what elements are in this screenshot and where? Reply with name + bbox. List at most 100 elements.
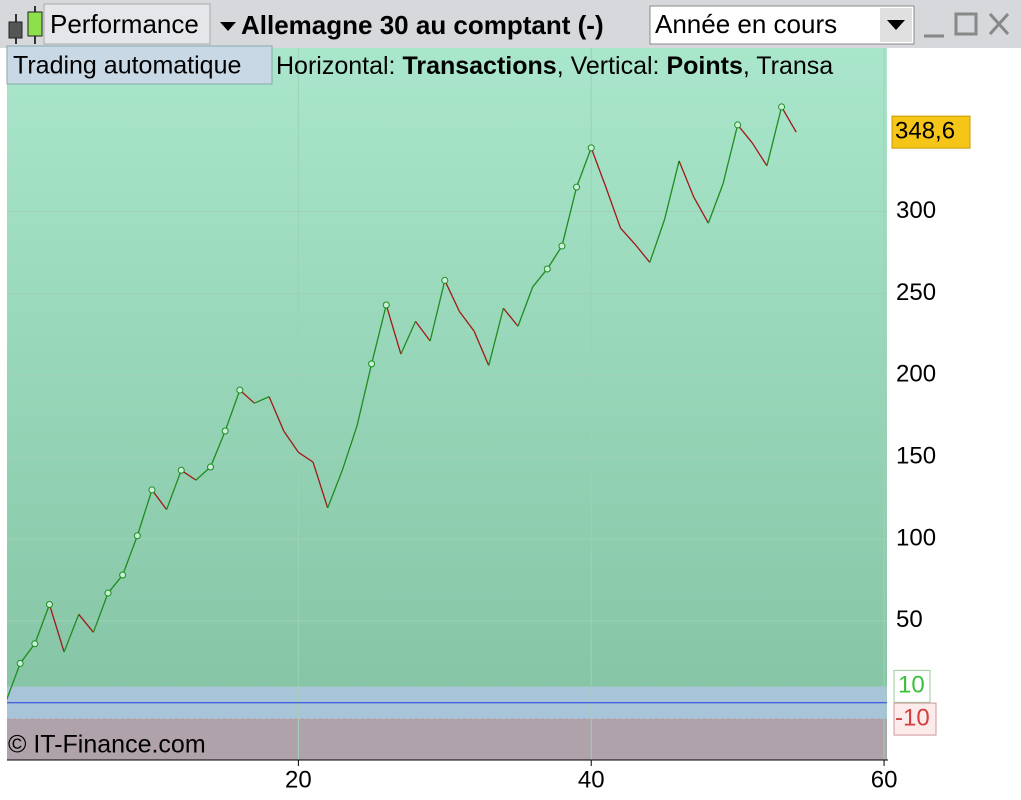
line-segment bbox=[517, 286, 534, 327]
line-segment bbox=[649, 219, 666, 263]
y-tick-label: 250 bbox=[896, 279, 936, 306]
line-segment bbox=[620, 227, 636, 245]
line-segment bbox=[678, 160, 695, 198]
line-segment bbox=[400, 321, 417, 355]
new-high-marker bbox=[558, 242, 566, 250]
line-segment bbox=[151, 489, 168, 510]
maximize[interactable] bbox=[954, 12, 978, 36]
new-high-marker bbox=[441, 276, 449, 284]
auto-trading-label: Trading automatique bbox=[13, 52, 241, 80]
subtitle-clip: Horizontal: Transactions, Vertical: Poin… bbox=[276, 52, 833, 80]
credit: © IT-Finance.com bbox=[8, 731, 206, 759]
period-label: Année en cours bbox=[655, 9, 837, 39]
line-segment bbox=[356, 363, 373, 427]
new-high-marker bbox=[133, 532, 141, 540]
dropdown-arrow[interactable] bbox=[220, 22, 236, 31]
line-segment bbox=[209, 430, 226, 468]
subtitle-part: Horizontal: bbox=[276, 52, 402, 80]
line-segment bbox=[751, 142, 768, 167]
subtitle-part: , Vertical: bbox=[557, 52, 667, 80]
line-segment bbox=[298, 451, 314, 463]
upper-band-label: 10 bbox=[898, 672, 925, 699]
panel-label: Performance bbox=[50, 9, 199, 39]
new-high-marker bbox=[104, 589, 112, 597]
x-tick-label: 40 bbox=[578, 766, 605, 793]
subtitle: Horizontal: Transactions, Vertical: Poin… bbox=[276, 52, 833, 80]
line-segment bbox=[444, 280, 461, 312]
line-segment bbox=[590, 147, 607, 188]
auto-trading-button[interactable] bbox=[6, 45, 273, 85]
line-segment bbox=[370, 304, 387, 365]
period-select[interactable] bbox=[649, 5, 915, 45]
line-segment bbox=[327, 470, 343, 509]
negative-zone bbox=[7, 719, 887, 760]
lower-band-label: -10 bbox=[895, 704, 930, 731]
close[interactable] bbox=[988, 12, 1010, 36]
y-tick-label: 100 bbox=[896, 524, 936, 551]
line-segment bbox=[122, 535, 138, 576]
line-segment bbox=[488, 308, 505, 366]
line-segment bbox=[532, 268, 548, 288]
subtitle-part: Points bbox=[666, 52, 742, 80]
new-high-marker bbox=[16, 659, 24, 667]
instrument[interactable]: Allemagne 30 au comptant (-) bbox=[241, 10, 604, 40]
line-segment bbox=[7, 663, 21, 701]
new-high-marker bbox=[382, 301, 390, 309]
new-high-marker bbox=[778, 103, 786, 111]
select-arrow bbox=[887, 20, 905, 30]
line-segment bbox=[92, 592, 109, 633]
panel-button[interactable] bbox=[43, 3, 211, 45]
new-high-marker bbox=[207, 463, 215, 471]
subtitle-part: , Transa bbox=[743, 52, 833, 80]
line-segment bbox=[634, 244, 651, 263]
line-segment bbox=[707, 183, 724, 224]
line-segment bbox=[78, 613, 94, 633]
line-segment bbox=[561, 186, 578, 247]
lower-band-box bbox=[893, 702, 937, 736]
y-tick-label: 200 bbox=[896, 361, 936, 388]
line-segment bbox=[473, 330, 490, 366]
line-segment bbox=[268, 396, 285, 432]
new-high-marker bbox=[31, 640, 39, 648]
new-high-marker bbox=[587, 144, 595, 152]
line-segment bbox=[136, 489, 153, 536]
new-high-marker bbox=[368, 360, 376, 368]
line-segment bbox=[254, 396, 270, 404]
line-segment bbox=[575, 147, 592, 188]
line-segment bbox=[737, 124, 753, 144]
new-high-marker bbox=[573, 183, 581, 191]
line-segment bbox=[414, 320, 431, 342]
line-segment bbox=[341, 425, 358, 471]
new-high-marker bbox=[236, 386, 244, 394]
plot bbox=[7, 48, 887, 760]
line-segment bbox=[224, 389, 241, 432]
new-high-marker bbox=[45, 601, 53, 609]
candle-icon bbox=[8, 6, 43, 44]
line-segment bbox=[283, 430, 299, 453]
line-segment bbox=[693, 196, 709, 224]
line-segment bbox=[19, 643, 36, 664]
line-segment bbox=[766, 106, 783, 167]
line-segment bbox=[429, 280, 446, 342]
line-segment bbox=[34, 604, 51, 645]
new-high-marker bbox=[177, 466, 185, 474]
line-segment bbox=[502, 307, 519, 327]
new-high-marker bbox=[734, 121, 742, 129]
line-segment bbox=[107, 574, 124, 594]
y-tick-label: 300 bbox=[896, 197, 936, 224]
new-high-marker bbox=[148, 486, 156, 494]
line-segment bbox=[385, 304, 402, 355]
upper-band-box bbox=[893, 669, 931, 703]
last-value-box bbox=[891, 115, 971, 149]
plot-background bbox=[7, 48, 887, 760]
line-segment bbox=[546, 245, 563, 270]
line-segment bbox=[48, 604, 65, 653]
y-tick-label: 150 bbox=[896, 443, 936, 470]
subtitle-part: Transactions bbox=[402, 52, 556, 80]
line-segment bbox=[63, 614, 80, 653]
line-segment bbox=[605, 186, 622, 229]
x-tick-label: 20 bbox=[285, 766, 312, 793]
new-high-marker bbox=[221, 427, 229, 435]
y-tick-label: 50 bbox=[896, 606, 923, 633]
